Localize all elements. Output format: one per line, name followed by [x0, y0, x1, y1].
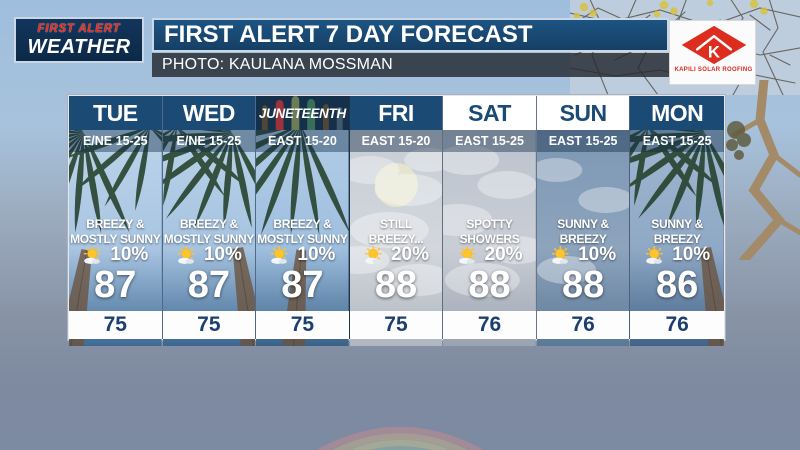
svg-text:K: K: [708, 42, 721, 61]
